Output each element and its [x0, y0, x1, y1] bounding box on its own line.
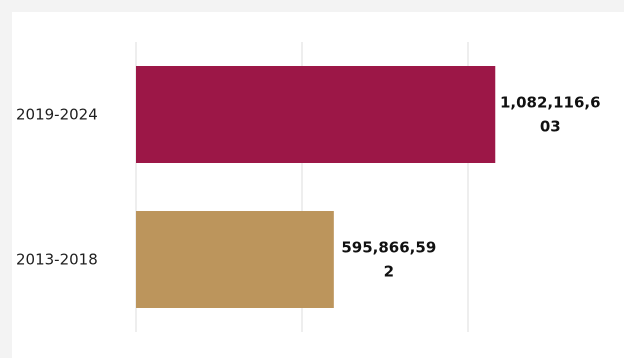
data-label-2019-2024-line-2: 03	[540, 118, 561, 136]
data-label-2013-2018-line-1: 595,866,59	[341, 239, 436, 257]
category-label-2013-2018: 2013-2018	[16, 251, 98, 269]
bar-2013-2018	[136, 211, 334, 308]
data-label-2019-2024-line-1: 1,082,116,6	[500, 94, 601, 112]
labels: 2019-2024 1,082,116,6 03 2013-2018 595,866,5…	[16, 94, 601, 281]
bar-2019-2024	[136, 66, 496, 163]
category-label-2019-2024: 2019-2024	[16, 106, 98, 124]
bars	[136, 66, 496, 308]
data-label-2013-2018-line-2: 2	[384, 263, 394, 281]
